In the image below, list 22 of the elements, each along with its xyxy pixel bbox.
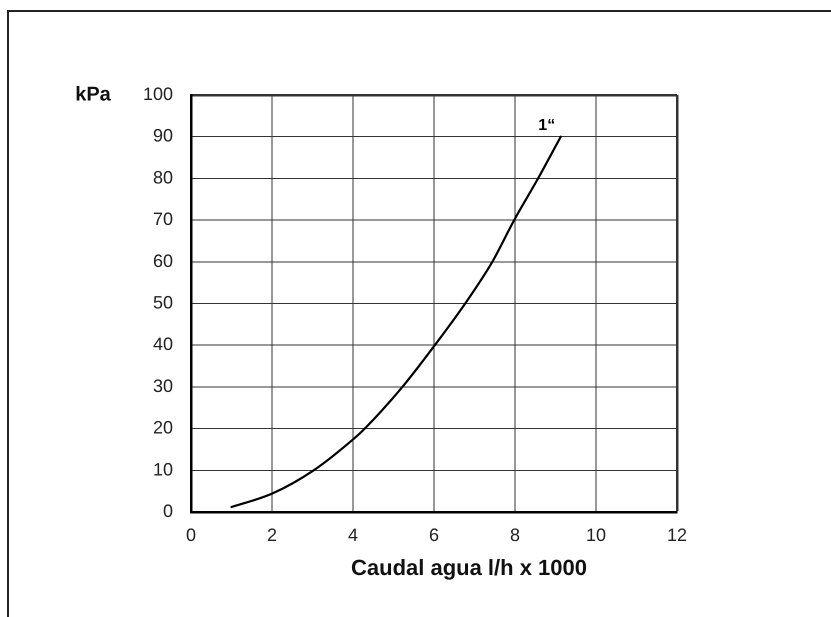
y-tick-label: 70: [152, 209, 173, 230]
y-tick-label: 60: [152, 250, 173, 271]
y-tick-label: 0: [162, 500, 173, 521]
x-tick-label: 0: [186, 524, 196, 545]
y-tick-label: 40: [152, 334, 173, 354]
x-tick-label: 6: [428, 524, 440, 545]
x-tick-label: 10: [586, 524, 606, 545]
y-tick-label: 80: [152, 167, 173, 188]
series-label: 1“: [538, 117, 556, 134]
y-tick-label: 20: [152, 418, 173, 438]
x-tick-label: 4: [348, 524, 358, 545]
y-tick-label: 30: [152, 376, 173, 396]
y-tick-label: 50: [152, 292, 173, 312]
x-tick-label: 12: [666, 524, 688, 545]
y-axis-title: kPa: [75, 84, 112, 106]
x-tick-label: 2: [266, 524, 278, 545]
x-tick-label: 8: [510, 524, 520, 545]
y-tick-label: 100: [142, 84, 173, 104]
y-tick-label: 90: [152, 126, 173, 146]
y-tick-label: 10: [152, 459, 173, 480]
line-series: [230, 136, 562, 508]
x-axis-title: Caudal agua l/h x 1000: [351, 555, 587, 580]
